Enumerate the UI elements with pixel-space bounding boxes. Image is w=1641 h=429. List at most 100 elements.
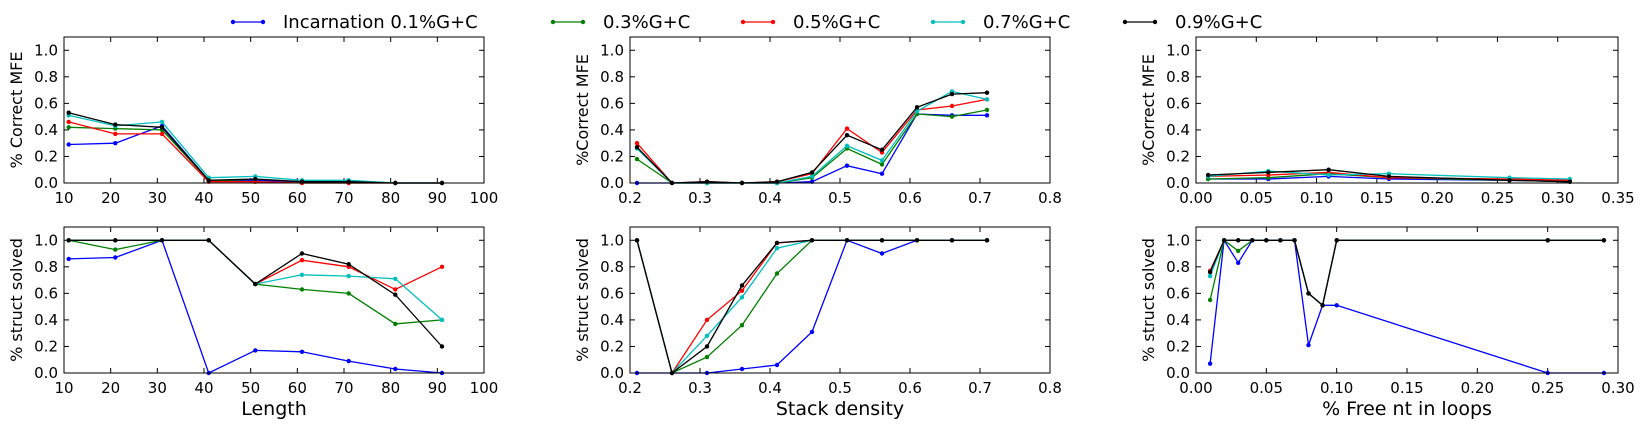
data-point — [1601, 238, 1607, 243]
series-1 — [1207, 238, 1607, 376]
y-tick-label: 0.6 — [34, 284, 58, 302]
series-line — [636, 239, 987, 375]
x-tick-label: 0.20 — [1461, 379, 1494, 397]
data-point — [809, 238, 815, 243]
data-point — [774, 271, 780, 276]
x-tick-label: 0.3 — [688, 379, 712, 397]
legend-entry: 0.5%G+C — [740, 12, 880, 33]
legend-marker — [260, 19, 266, 25]
y-tick-label: 0.2 — [600, 337, 624, 355]
data-point — [1205, 172, 1211, 178]
x-tick-label: 90 — [428, 189, 447, 207]
y-tick-label: 0.0 — [34, 364, 58, 382]
x-tick-label: 0.3 — [688, 189, 712, 207]
series-line — [636, 239, 987, 375]
data-point — [844, 133, 850, 138]
data-point — [949, 238, 955, 243]
chart-panel-4: 10 20 30 40 50 60 70 80 90 100 0.0 0.2 0.4 0.6 0.8 1.0%… — [7, 226, 498, 420]
x-tick-label: 70 — [334, 379, 353, 397]
x-tick-label: 0.4 — [758, 379, 782, 397]
series-line — [1209, 238, 1604, 374]
y-tick-label: 0.8 — [1166, 258, 1190, 276]
x-tick-label: 0.05 — [1240, 189, 1273, 207]
series-5 — [1207, 238, 1607, 308]
y-axis-label: %Correct MFE — [1139, 54, 1158, 166]
data-point — [346, 291, 351, 296]
data-point — [1306, 291, 1311, 296]
data-point — [299, 287, 305, 292]
data-point — [1320, 303, 1325, 308]
data-point — [984, 113, 990, 118]
data-point — [914, 105, 920, 110]
data-point — [113, 238, 118, 243]
data-point — [299, 251, 305, 256]
y-tick-label: 0.0 — [600, 364, 624, 382]
data-point — [66, 110, 71, 115]
data-point — [1250, 238, 1255, 243]
x-axis-label: Stack density — [776, 398, 904, 420]
x-tick-label: 30 — [148, 379, 167, 397]
data-point — [1334, 238, 1339, 243]
data-point — [393, 292, 398, 297]
y-tick-label: 0.4 — [34, 311, 58, 329]
x-tick-label: 100 — [470, 189, 499, 207]
plot-frame — [63, 226, 485, 374]
x-tick-label: 50 — [241, 189, 260, 207]
y-axis-label: %Correct MFE — [573, 54, 592, 166]
x-tick-label: 0.2 — [618, 189, 642, 207]
y-tick-label: 0.0 — [1166, 174, 1190, 192]
data-point — [66, 125, 71, 130]
y-tick-label: 0.8 — [34, 258, 58, 276]
y-tick-label: 0.2 — [1166, 147, 1190, 165]
data-point — [346, 273, 351, 279]
data-point — [739, 323, 745, 328]
x-tick-label: 0.7 — [968, 189, 992, 207]
legend-label: 0.7%G+C — [983, 12, 1070, 33]
x-tick-label: 0.6 — [898, 189, 922, 207]
chart-panel-1: 10 20 30 40 50 60 70 80 90 100 0.0 0.2 0.4 0.6 0.8 1.0%… — [7, 36, 499, 207]
x-tick-label: 60 — [288, 379, 307, 397]
data-point — [299, 349, 305, 354]
x-tick-label: 30 — [148, 189, 167, 207]
y-tick-label: 0.0 — [34, 174, 58, 192]
x-tick-label: 0.00 — [1179, 189, 1212, 207]
x-tick-label: 0.25 — [1481, 189, 1514, 207]
x-tick-label: 40 — [194, 379, 213, 397]
x-tick-label: 0.15 — [1360, 189, 1393, 207]
series-line — [1209, 239, 1604, 307]
data-point — [914, 238, 920, 243]
data-point — [206, 238, 211, 243]
series-line — [636, 90, 988, 184]
x-axis-label: Length — [241, 398, 307, 420]
data-point — [113, 255, 118, 260]
x-tick-label: 70 — [334, 189, 353, 207]
series-line — [1209, 239, 1604, 307]
y-axis-label: % Correct MFE — [7, 52, 26, 169]
data-point — [299, 272, 305, 277]
y-tick-label: 0.6 — [1166, 94, 1190, 112]
data-point — [704, 333, 710, 338]
data-point — [949, 91, 955, 97]
y-tick-label: 1.0 — [600, 41, 624, 59]
legend-marker — [550, 19, 556, 25]
y-axis-label: % struct solved — [1139, 238, 1158, 362]
series-line — [68, 112, 442, 184]
series-4 — [66, 113, 445, 186]
data-point — [346, 262, 351, 267]
series-4 — [1207, 238, 1607, 308]
data-point — [1207, 297, 1213, 303]
data-point — [879, 162, 885, 167]
chart-panel-5: 0.2 0.3 0.4 0.5 0.6 0.7 0.80.00.20.40.60.81.0%… — [573, 226, 1062, 420]
data-point — [113, 141, 118, 146]
legend-marker — [770, 19, 776, 25]
data-point — [1264, 238, 1269, 243]
data-point — [66, 119, 71, 125]
x-tick-label: 40 — [194, 189, 213, 207]
x-tick-label: 10 — [54, 189, 73, 207]
data-point — [299, 258, 305, 263]
x-tick-label: 0.10 — [1300, 189, 1333, 207]
plot-frame — [629, 36, 1051, 184]
legend-entry: 0.3%G+C — [550, 12, 690, 33]
data-point — [844, 163, 850, 168]
x-tick-label: 0.10 — [1320, 379, 1353, 397]
